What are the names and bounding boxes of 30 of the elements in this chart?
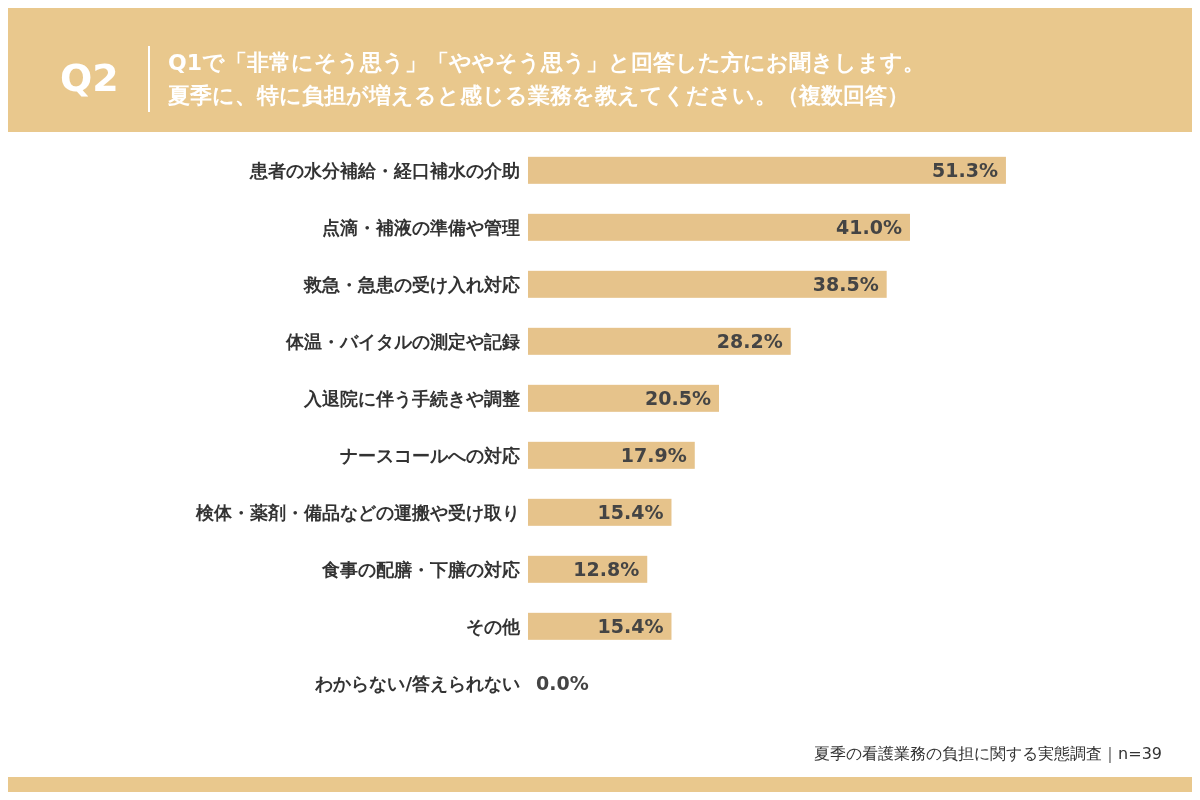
- bar: [528, 441, 695, 469]
- y-tick-label: 検体・薬剤・備品などの運搬や受け取り: [195, 501, 520, 523]
- text: 夏季の看護業務の負担に関する実態調査｜n=39: [814, 744, 1162, 765]
- y-tick-label: 食事の配膳・下膳の対応: [321, 558, 520, 580]
- data-label: 20.5%: [645, 386, 711, 409]
- y-tick-label: ナースコールへの対応: [340, 444, 520, 466]
- data-label: 0.0%: [536, 671, 589, 694]
- data-label: 15.4%: [597, 614, 664, 637]
- text: Q2: [60, 56, 119, 100]
- data-label: 28.2%: [716, 329, 783, 352]
- data-label: 12.8%: [573, 557, 640, 580]
- bar: [528, 213, 910, 241]
- y-tick-label: その他: [466, 615, 521, 637]
- bar: [528, 270, 887, 298]
- y-tick-label: わからない/答えられない: [314, 672, 520, 694]
- data-label: 41.0%: [836, 215, 902, 238]
- y-tick-label: 救急・急患の受け入れ対応: [303, 273, 520, 295]
- data-label: 38.5%: [812, 272, 879, 295]
- data-label: 51.3%: [932, 158, 998, 181]
- y-tick-label: 患者の水分補給・経口補水の介助: [249, 159, 520, 181]
- y-tick-label: 点滴・補液の準備や管理: [322, 216, 520, 238]
- y-tick-label: 体温・バイタルの測定や記録: [285, 330, 520, 352]
- bar: [528, 327, 791, 355]
- bar: [528, 384, 719, 412]
- data-label: 17.9%: [620, 443, 687, 466]
- bar: [528, 156, 1006, 184]
- chart-subtitle: 夏季に、特に負担が増えると感じる業務を教えてください。（複数回答）: [168, 82, 910, 110]
- chart-title: Q1で「非常にそう思う」「ややそう思う」と回答した方にお聞きします。: [168, 49, 926, 77]
- y-tick-label: 入退院に伴う手続きや調整: [303, 387, 520, 409]
- data-label: 15.4%: [597, 500, 664, 523]
